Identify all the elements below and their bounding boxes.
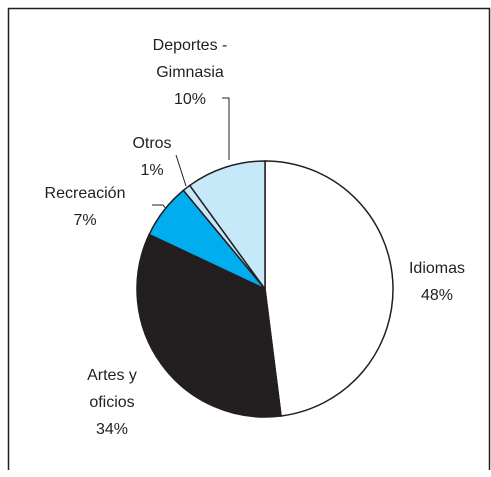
value-label: 1% bbox=[140, 162, 164, 179]
slice-label: Artes y oficios 34% bbox=[75, 362, 150, 443]
value-label: 10% bbox=[173, 91, 207, 108]
category-label: Recreación bbox=[44, 185, 126, 202]
pie-slice bbox=[188, 160, 266, 292]
slice-label: Otros 1% bbox=[122, 130, 182, 184]
value-label: 7% bbox=[73, 212, 97, 229]
leader-line bbox=[222, 97, 230, 160]
value-label: 34% bbox=[95, 421, 129, 438]
category-label: Deportes - Gimnasia bbox=[152, 37, 228, 81]
slice-label: Deportes - Gimnasia 10% bbox=[140, 32, 240, 113]
category-label: Otros bbox=[132, 135, 172, 152]
category-label: Idiomas bbox=[408, 260, 466, 277]
slice-label: Idiomas 48% bbox=[392, 255, 482, 309]
category-label: Artes y oficios bbox=[87, 367, 137, 411]
value-label: 48% bbox=[420, 287, 454, 304]
slice-label: Recreación 7% bbox=[30, 180, 140, 234]
frame bbox=[7, 7, 491, 470]
leader-line bbox=[175, 154, 187, 187]
pie-slice bbox=[264, 160, 394, 417]
